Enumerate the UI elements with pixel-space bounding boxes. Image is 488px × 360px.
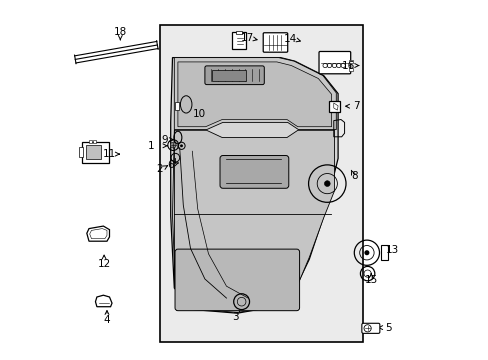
Text: 8: 8 [350,171,357,181]
Text: 7: 7 [352,101,359,111]
Text: 3: 3 [232,312,238,322]
Bar [79,147,83,157]
Text: 1: 1 [147,141,154,151]
Bar [212,70,246,81]
Text: 17: 17 [240,33,253,43]
Bar [89,140,92,143]
Polygon shape [172,130,334,312]
Bar [380,245,387,260]
Bar [86,145,101,159]
Text: 4: 4 [103,315,110,325]
Text: 9: 9 [161,135,167,145]
FancyBboxPatch shape [204,66,264,85]
Text: 6: 6 [167,160,174,170]
FancyBboxPatch shape [232,32,246,49]
FancyBboxPatch shape [220,156,288,188]
Polygon shape [170,58,337,313]
Bar [93,140,96,143]
Text: 13: 13 [385,245,398,255]
Polygon shape [178,62,331,127]
Bar [82,142,109,163]
Polygon shape [174,58,336,130]
Circle shape [364,250,368,255]
Bar [160,25,363,342]
Circle shape [170,142,176,148]
FancyBboxPatch shape [329,101,339,112]
Text: 18: 18 [113,27,127,37]
Text: 12: 12 [97,258,110,269]
Bar [235,31,242,34]
FancyBboxPatch shape [175,249,299,311]
Text: 15: 15 [364,275,377,285]
FancyBboxPatch shape [361,323,379,333]
Text: 2: 2 [156,164,163,174]
Text: 16: 16 [342,60,355,71]
FancyBboxPatch shape [263,33,287,52]
Text: 10: 10 [193,109,205,120]
Bar [348,68,352,71]
Circle shape [324,181,329,186]
Text: 5: 5 [385,323,391,333]
FancyBboxPatch shape [318,51,350,74]
Text: 11: 11 [102,149,116,159]
Bar [348,60,352,63]
Circle shape [180,144,183,147]
Text: 14: 14 [284,34,297,44]
Bar [175,102,179,110]
